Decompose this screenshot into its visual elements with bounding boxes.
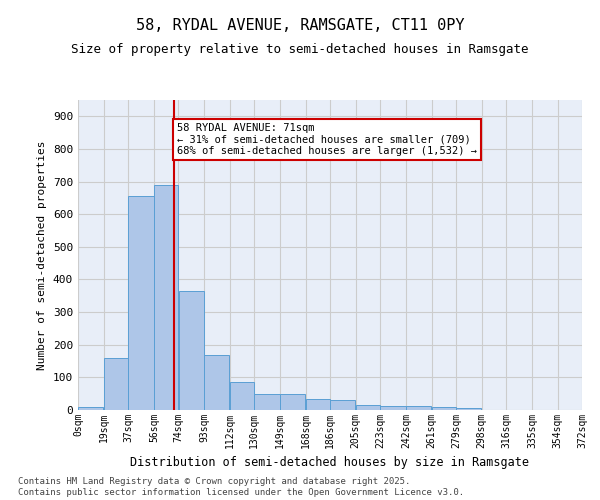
Text: 58, RYDAL AVENUE, RAMSGATE, CT11 0PY: 58, RYDAL AVENUE, RAMSGATE, CT11 0PY xyxy=(136,18,464,32)
X-axis label: Distribution of semi-detached houses by size in Ramsgate: Distribution of semi-detached houses by … xyxy=(131,456,530,469)
Bar xyxy=(306,398,329,410)
Bar xyxy=(205,354,229,410)
Bar xyxy=(280,394,305,410)
Text: Size of property relative to semi-detached houses in Ramsgate: Size of property relative to semi-detach… xyxy=(71,42,529,56)
Text: 58 RYDAL AVENUE: 71sqm
← 31% of semi-detached houses are smaller (709)
68% of se: 58 RYDAL AVENUE: 71sqm ← 31% of semi-det… xyxy=(177,123,477,156)
Bar xyxy=(331,400,355,410)
Bar xyxy=(432,406,455,410)
Bar xyxy=(254,394,280,410)
Bar xyxy=(79,408,103,410)
Bar xyxy=(104,358,128,410)
Bar xyxy=(380,406,406,410)
Bar xyxy=(457,408,481,410)
Y-axis label: Number of semi-detached properties: Number of semi-detached properties xyxy=(37,140,47,370)
Bar xyxy=(406,406,431,410)
Bar xyxy=(128,196,154,410)
Bar xyxy=(356,405,380,410)
Bar xyxy=(179,291,203,410)
Bar xyxy=(154,185,178,410)
Text: Contains HM Land Registry data © Crown copyright and database right 2025.
Contai: Contains HM Land Registry data © Crown c… xyxy=(18,478,464,497)
Bar xyxy=(230,382,254,410)
